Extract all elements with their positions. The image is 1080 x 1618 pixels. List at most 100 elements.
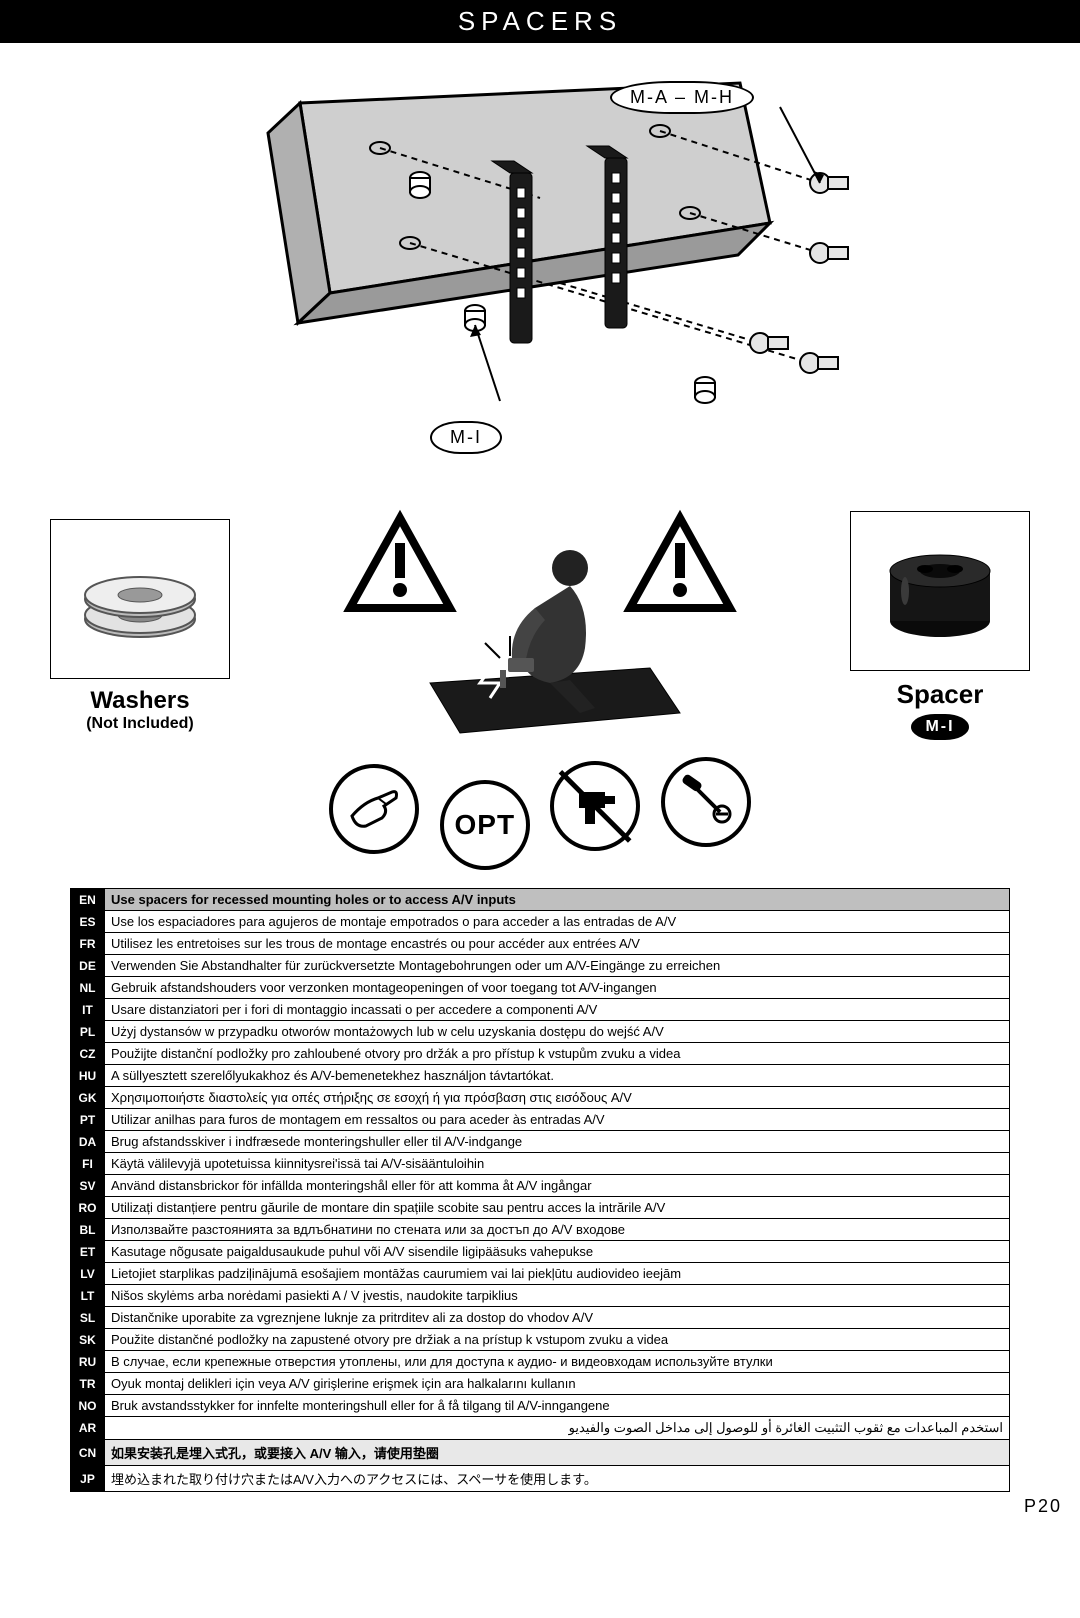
lang-code: LV	[71, 1263, 105, 1285]
lang-code: HU	[71, 1065, 105, 1087]
lang-text: Použijte distanční podložky pro zahloube…	[105, 1043, 1010, 1065]
lang-text: Użyj dystansów w przypadku otworów monta…	[105, 1021, 1010, 1043]
page-number: P20	[0, 1492, 1080, 1523]
opt-row: OPT	[0, 743, 1080, 888]
lang-text: Brug afstandsskiver i indfræsede monteri…	[105, 1131, 1010, 1153]
lang-text: Gebruik afstandshouders voor verzonken m…	[105, 977, 1010, 999]
language-table: ENUse spacers for recessed mounting hole…	[70, 888, 1010, 1492]
table-row: SKPoužite distančné podložky na zapusten…	[71, 1329, 1010, 1351]
lang-code: TR	[71, 1373, 105, 1395]
table-row: ARاستخدم المباعدات مع ثقوب التثبيت الغائ…	[71, 1417, 1010, 1440]
lang-text: Use los espaciadores para agujeros de mo…	[105, 911, 1010, 933]
table-row: NOBruk avstandsstykker for innfelte mont…	[71, 1395, 1010, 1417]
table-row: SLDistančnike uporabite za vgreznjene lu…	[71, 1307, 1010, 1329]
table-row: ENUse spacers for recessed mounting hole…	[71, 889, 1010, 911]
label-mah: M-A – M-H	[610, 81, 754, 114]
washers-title: Washers	[50, 687, 230, 715]
lang-text: В случае, если крепежные отверстия утопл…	[105, 1351, 1010, 1373]
table-row: DABrug afstandsskiver i indfræsede monte…	[71, 1131, 1010, 1153]
lang-text: Käytä välilevyjä upotetuissa kiinnitysre…	[105, 1153, 1010, 1175]
lang-code: PL	[71, 1021, 105, 1043]
lang-code: ET	[71, 1241, 105, 1263]
lang-code: FI	[71, 1153, 105, 1175]
warning-illustration	[340, 508, 740, 743]
label-mi: M-I	[430, 421, 502, 454]
lang-code: SK	[71, 1329, 105, 1351]
lang-code: RU	[71, 1351, 105, 1373]
table-row: ITUsare distanziatori per i fori di mont…	[71, 999, 1010, 1021]
spacer-block: Spacer M-I	[850, 511, 1030, 740]
lang-text: Nišos skylėms arba norėdami pasiekti A /…	[105, 1285, 1010, 1307]
lang-code: GK	[71, 1087, 105, 1109]
lang-text: 埋め込まれた取り付け穴またはA/V入力へのアクセスには、スペーサを使用します。	[105, 1466, 1010, 1492]
table-row: PLUżyj dystansów w przypadku otworów mon…	[71, 1021, 1010, 1043]
washers-block: Washers (Not Included)	[50, 519, 230, 733]
lang-code: IT	[71, 999, 105, 1021]
table-row: PTUtilizar anilhas para furos de montage…	[71, 1109, 1010, 1131]
opt-label: OPT	[454, 809, 515, 841]
lang-text: استخدم المباعدات مع ثقوب التثبيت الغائرة…	[105, 1417, 1010, 1440]
lang-code: NL	[71, 977, 105, 999]
page-title: SPACERS	[458, 6, 622, 36]
lang-text: Verwenden Sie Abstandhalter für zurückve…	[105, 955, 1010, 977]
lang-code: CN	[71, 1440, 105, 1466]
mount-diagram: M-A – M-H M-I	[0, 43, 1080, 498]
lang-code: DE	[71, 955, 105, 977]
lang-text: Bruk avstandsstykker for innfelte monter…	[105, 1395, 1010, 1417]
table-row: SVAnvänd distansbrickor för infällda mon…	[71, 1175, 1010, 1197]
page-title-bar: SPACERS	[0, 0, 1080, 43]
lang-text: A süllyesztett szerelőlyukakhoz és A/V-b…	[105, 1065, 1010, 1087]
lang-text: Χρησιμοποιήστε διαστολείς για οπές στήρι…	[105, 1087, 1010, 1109]
lang-text: Utilisez les entretoises sur les trous d…	[105, 933, 1010, 955]
lang-text: 如果安装孔是埋入式孔，或要接入 A/V 输入，请使用垫圈	[105, 1440, 1010, 1466]
lang-text: Oyuk montaj delikleri için veya A/V giri…	[105, 1373, 1010, 1395]
table-row: LVLietojiet starplikas padziļinājumā eso…	[71, 1263, 1010, 1285]
table-row: TROyuk montaj delikleri için veya A/V gi…	[71, 1373, 1010, 1395]
table-row: GKΧρησιμοποιήστε διαστολείς για οπές στή…	[71, 1087, 1010, 1109]
table-row: FIKäytä välilevyjä upotetuissa kiinnitys…	[71, 1153, 1010, 1175]
lang-text: Usare distanziatori per i fori di montag…	[105, 999, 1010, 1021]
lang-text: Distančnike uporabite za vgreznjene lukn…	[105, 1307, 1010, 1329]
lang-text: Lietojiet starplikas padziļinājumā esoša…	[105, 1263, 1010, 1285]
lang-text: Použite distančné podložky na zapustené …	[105, 1329, 1010, 1351]
table-row: ROUtilizați distanțiere pentru găurile d…	[71, 1197, 1010, 1219]
lang-code: BL	[71, 1219, 105, 1241]
lang-code: ES	[71, 911, 105, 933]
lang-code: CZ	[71, 1043, 105, 1065]
table-row: CZPoužijte distanční podložky pro zahlou…	[71, 1043, 1010, 1065]
lang-code: SV	[71, 1175, 105, 1197]
lang-code: EN	[71, 889, 105, 911]
lang-code: NO	[71, 1395, 105, 1417]
table-row: HUA süllyesztett szerelőlyukakhoz és A/V…	[71, 1065, 1010, 1087]
lang-code: LT	[71, 1285, 105, 1307]
lang-text: Use spacers for recessed mounting holes …	[105, 889, 1010, 911]
lang-code: RO	[71, 1197, 105, 1219]
table-row: FRUtilisez les entretoises sur les trous…	[71, 933, 1010, 955]
lang-code: PT	[71, 1109, 105, 1131]
table-row: CN如果安装孔是埋入式孔，或要接入 A/V 输入，请使用垫圈	[71, 1440, 1010, 1466]
opt-no-powertool-icon	[550, 761, 640, 851]
spacer-title: Spacer	[850, 679, 1030, 710]
washers-subtitle: (Not Included)	[50, 715, 230, 733]
lang-code: DA	[71, 1131, 105, 1153]
opt-screwdriver-icon	[661, 757, 751, 847]
table-row: DEVerwenden Sie Abstandhalter für zurück…	[71, 955, 1010, 977]
lang-code: JP	[71, 1466, 105, 1492]
lang-text: Kasutage nõgusate paigaldusaukude puhul …	[105, 1241, 1010, 1263]
lang-code: FR	[71, 933, 105, 955]
table-row: LTNišos skylėms arba norėdami pasiekti A…	[71, 1285, 1010, 1307]
opt-hand-icon	[329, 764, 419, 854]
tv-mount-illustration	[180, 63, 900, 483]
table-row: NLGebruik afstandshouders voor verzonken…	[71, 977, 1010, 999]
table-row: BLИзползвайте разстоянията за вдлъбнатин…	[71, 1219, 1010, 1241]
opt-label-circle: OPT	[440, 780, 530, 870]
table-row: RUВ случае, если крепежные отверстия уто…	[71, 1351, 1010, 1373]
middle-row: Washers (Not Included)	[0, 498, 1080, 743]
lang-text: Utilizar anilhas para furos de montagem …	[105, 1109, 1010, 1131]
lang-text: Utilizați distanțiere pentru găurile de …	[105, 1197, 1010, 1219]
lang-text: Използвайте разстоянията за вдлъбнатини …	[105, 1219, 1010, 1241]
lang-text: Använd distansbrickor för infällda monte…	[105, 1175, 1010, 1197]
lang-code: AR	[71, 1417, 105, 1440]
spacer-image	[850, 511, 1030, 671]
washers-image	[50, 519, 230, 679]
